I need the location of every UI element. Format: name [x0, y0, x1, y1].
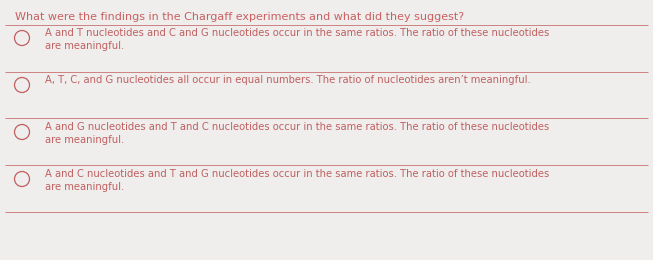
Text: A and T nucleotides and C and G nucleotides occur in the same ratios. The ratio : A and T nucleotides and C and G nucleoti… — [45, 28, 549, 51]
Text: What were the findings in the Chargaff experiments and what did they suggest?: What were the findings in the Chargaff e… — [15, 12, 464, 22]
Text: A and G nucleotides and T and C nucleotides occur in the same ratios. The ratio : A and G nucleotides and T and C nucleoti… — [45, 122, 549, 145]
Text: A and C nucleotides and T and G nucleotides occur in the same ratios. The ratio : A and C nucleotides and T and G nucleoti… — [45, 169, 549, 192]
Text: A, T, C, and G nucleotides all occur in equal numbers. The ratio of nucleotides : A, T, C, and G nucleotides all occur in … — [45, 75, 531, 85]
